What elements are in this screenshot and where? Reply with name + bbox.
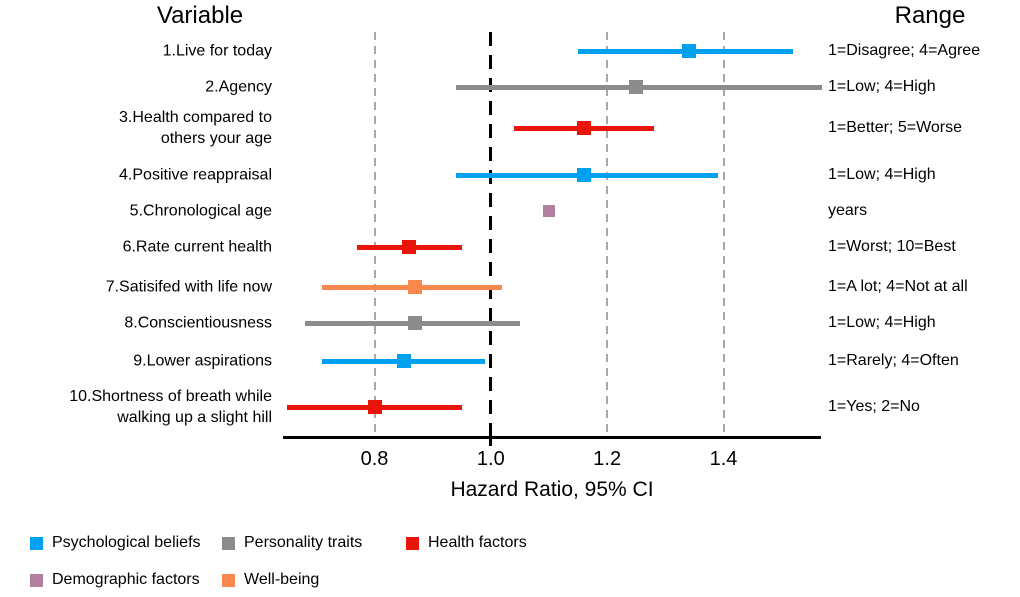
- tick-label: 1.2: [593, 448, 622, 470]
- variable-label: 7.Satisifed with life now: [105, 278, 272, 296]
- variable-column-header: Variable: [156, 2, 244, 29]
- hr-marker: [396, 354, 411, 368]
- hr-marker: [408, 280, 423, 294]
- range-label: 1=Low; 4=High: [828, 78, 936, 95]
- hr-marker: [367, 400, 382, 414]
- variable-label: 1.Live for today: [162, 42, 272, 60]
- variable-label: 2.Agency: [205, 78, 272, 96]
- variable-label: 6.Rate current health: [122, 238, 272, 256]
- hr-marker: [576, 121, 591, 135]
- range-label: 1=Low; 4=High: [828, 166, 936, 183]
- range-label: 1=Worst; 10=Best: [828, 238, 956, 255]
- legend-label: Well-being: [244, 571, 320, 588]
- range-column-header: Range: [894, 2, 966, 29]
- gridline: [373, 32, 376, 436]
- x-axis-tick: [489, 439, 493, 446]
- hr-marker: [576, 168, 591, 182]
- range-label: 1=Yes; 2=No: [828, 398, 920, 415]
- legend-swatch: [222, 573, 235, 587]
- hr-marker: [408, 316, 423, 330]
- legend-label: Health factors: [428, 534, 527, 551]
- range-label: years: [828, 202, 868, 219]
- variable-label: 4.Positive reappraisal: [119, 166, 272, 184]
- legend-label: Demographic factors: [52, 571, 200, 588]
- legend-swatch: [406, 536, 419, 550]
- variable-label: 5.Chronological age: [129, 202, 272, 220]
- hr-marker: [543, 205, 555, 217]
- range-label: 1=Rarely; 4=Often: [828, 352, 959, 369]
- x-axis: [283, 436, 821, 439]
- hr-marker: [402, 240, 417, 254]
- variable-label: 9.Lower aspirations: [133, 352, 272, 370]
- variable-label: 8.Conscientiousness: [124, 314, 272, 332]
- legend-swatch: [30, 573, 43, 587]
- tick-label: 1.0: [476, 448, 505, 470]
- gridline: [722, 32, 725, 436]
- hr-marker: [681, 44, 696, 58]
- tick-label: 0.8: [360, 448, 389, 470]
- range-label: 1=A lot; 4=Not at all: [828, 278, 968, 295]
- range-label: 1=Disagree; 4=Agree: [828, 42, 981, 59]
- range-label: 1=Better; 5=Worse: [828, 119, 962, 136]
- variable-label: 10.Shortness of breath while walking up …: [69, 388, 272, 426]
- reference-line: [489, 32, 493, 436]
- tick-label: 1.4: [709, 448, 738, 470]
- legend-label: Psychological beliefs: [52, 534, 201, 551]
- legend-swatch: [222, 536, 235, 550]
- hr-marker: [629, 80, 644, 94]
- x-axis-title: Hazard Ratio, 95% CI: [450, 478, 654, 501]
- variable-label: 3.Health compared to others your age: [119, 109, 272, 147]
- gridline: [606, 32, 609, 436]
- range-label: 1=Low; 4=High: [828, 314, 936, 331]
- legend-label: Personality traits: [244, 534, 363, 551]
- legend-swatch: [30, 536, 43, 550]
